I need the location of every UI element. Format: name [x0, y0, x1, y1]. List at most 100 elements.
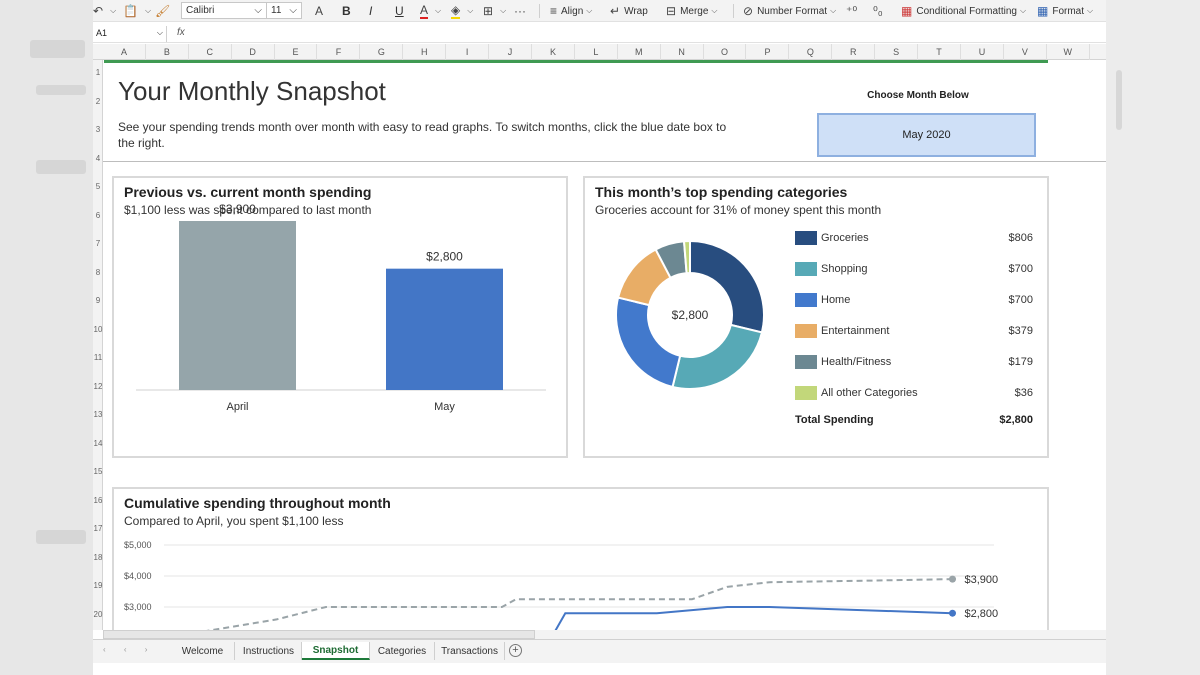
wrap-button[interactable]: ↵ Wrap: [610, 4, 648, 18]
row-header[interactable]: 4: [95, 153, 101, 163]
row-header[interactable]: 8: [95, 267, 101, 277]
series-end-point: [949, 609, 956, 617]
paste-button[interactable]: 📋 ⌵: [123, 4, 152, 18]
add-sheet-icon[interactable]: +: [509, 644, 522, 657]
conditional-formatting-icon: ▦: [901, 4, 913, 18]
row-header[interactable]: 1: [95, 68, 101, 77]
column-header[interactable]: I: [446, 44, 490, 60]
increase-font-button[interactable]: A: [315, 3, 327, 19]
header-divider: [103, 161, 1106, 162]
row-header[interactable]: 9: [95, 296, 101, 305]
fx-icon[interactable]: fx: [177, 27, 185, 38]
column-header[interactable]: B: [146, 44, 189, 60]
column-header[interactable]: D: [232, 44, 275, 60]
column-header[interactable]: V: [1004, 44, 1047, 60]
row-header[interactable]: 13: [93, 410, 103, 419]
underline-button[interactable]: U: [395, 3, 404, 19]
row-header[interactable]: 14: [93, 438, 103, 448]
column-header[interactable]: Q: [789, 44, 833, 60]
font-color-button[interactable]: A ⌵: [420, 3, 442, 19]
row-header[interactable]: 11: [93, 353, 103, 362]
column-header[interactable]: K: [532, 44, 575, 60]
column-header[interactable]: W: [1047, 44, 1090, 60]
column-header[interactable]: J: [489, 44, 532, 60]
name-box[interactable]: A1 ⌵: [93, 26, 167, 42]
font-name-select[interactable]: Calibri ⌵: [181, 2, 267, 19]
column-header[interactable]: A: [103, 44, 146, 60]
column-header[interactable]: C: [189, 44, 232, 60]
row-header[interactable]: 16: [93, 495, 103, 505]
row-header[interactable]: 18: [93, 552, 103, 562]
tab-nav-arrows-icon[interactable]: ‹ ‹ ›: [103, 645, 156, 654]
column-header[interactable]: T: [918, 44, 961, 60]
row-header[interactable]: 15: [93, 467, 103, 476]
bar-category-label: May: [434, 401, 455, 413]
column-header[interactable]: N: [661, 44, 704, 60]
legend-value: $700: [1008, 294, 1033, 306]
background-left: [0, 0, 93, 675]
sheet-tab-bar: ‹ ‹ › + Welcome Instructions Snapshot Categ…: [93, 639, 1106, 663]
column-header[interactable]: R: [832, 44, 876, 60]
legend-swatch: [795, 386, 817, 400]
legend-swatch: [795, 231, 817, 245]
row-header[interactable]: 6: [95, 210, 101, 220]
row-header[interactable]: 17: [93, 524, 103, 533]
format-painter-button[interactable]: 🖌: [155, 3, 174, 19]
number-format-button[interactable]: ⊘ Number Format ⌵: [743, 4, 837, 18]
column-header[interactable]: S: [875, 44, 919, 60]
more-options-button[interactable]: ···: [514, 3, 530, 19]
row-header[interactable]: 2: [95, 96, 101, 106]
fill-color-icon: ◈: [451, 3, 461, 19]
legend-label: Shopping: [821, 263, 868, 275]
panel-subtitle: $1,100 less was spent compared to last m…: [124, 203, 372, 217]
row-header[interactable]: 10: [93, 324, 103, 334]
merge-icon: ⊟: [666, 4, 677, 18]
align-button[interactable]: ≡ Align ⌵: [550, 4, 593, 18]
column-header[interactable]: P: [747, 44, 790, 60]
font-size-icon: A: [315, 4, 324, 18]
undo-icon: ↶: [93, 4, 104, 18]
bar-value-label: $3,900: [219, 202, 256, 216]
row-header[interactable]: 12: [93, 381, 103, 391]
column-header[interactable]: F: [318, 44, 361, 60]
format-button[interactable]: ▦ Format ⌵: [1037, 4, 1094, 18]
column-header[interactable]: L: [575, 44, 618, 60]
increase-decimal-button[interactable]: ⁺⁰: [846, 3, 861, 19]
panel-subtitle: Compared to April, you spent $1,100 less: [124, 514, 344, 528]
horizontal-scrollbar[interactable]: [103, 630, 535, 639]
increase-decimal-icon: ⁺⁰: [846, 4, 858, 18]
month-select-box[interactable]: May 2020: [817, 113, 1036, 157]
previous-vs-current-panel: Previous vs. current month spending $1,1…: [112, 176, 568, 458]
column-header[interactable]: G: [360, 44, 404, 60]
bold-button[interactable]: B: [342, 3, 351, 19]
row-header[interactable]: 19: [93, 581, 103, 590]
italic-button[interactable]: I: [369, 3, 372, 19]
column-header[interactable]: M: [618, 44, 661, 60]
panel-title: Cumulative spending throughout month: [124, 495, 391, 511]
legend-item: All other Categories $36: [795, 385, 1033, 401]
tab-welcome[interactable]: Welcome: [171, 642, 235, 660]
font-size-select[interactable]: 11 ⌵: [266, 2, 302, 19]
y-tick-label: $5,000: [124, 540, 152, 550]
column-header[interactable]: H: [403, 44, 447, 60]
row-header[interactable]: 5: [95, 182, 101, 191]
decrease-decimal-button[interactable]: ⁰₀: [873, 3, 887, 19]
column-header[interactable]: E: [275, 44, 318, 60]
tab-instructions[interactable]: Instructions: [236, 642, 302, 660]
column-header[interactable]: O: [704, 44, 747, 60]
tab-snapshot[interactable]: Snapshot: [302, 642, 370, 660]
merge-button[interactable]: ⊟ Merge ⌵: [666, 4, 718, 18]
conditional-formatting-button[interactable]: ▦ Conditional Formatting ⌵: [901, 4, 1027, 18]
ribbon-toolbar: ↶ ⌵ 📋 ⌵ 🖌 Calibri ⌵ 11 ⌵ A B I U A ⌵ ◈ ⌵ ⊞ ⌵ ··…: [93, 0, 1106, 22]
fill-color-button[interactable]: ◈ ⌵: [451, 3, 474, 19]
row-header[interactable]: 3: [95, 125, 101, 134]
legend-value: $700: [1008, 263, 1033, 275]
tab-transactions[interactable]: Transactions: [435, 642, 505, 660]
borders-button[interactable]: ⊞ ⌵: [483, 4, 507, 18]
column-header[interactable]: U: [961, 44, 1004, 60]
formula-bar: A1 ⌵ fx: [93, 25, 1106, 43]
row-header[interactable]: 7: [95, 239, 101, 248]
row-header[interactable]: 20: [93, 609, 103, 619]
tab-categories[interactable]: Categories: [370, 642, 435, 660]
undo-button[interactable]: ↶ ⌵: [93, 4, 117, 18]
